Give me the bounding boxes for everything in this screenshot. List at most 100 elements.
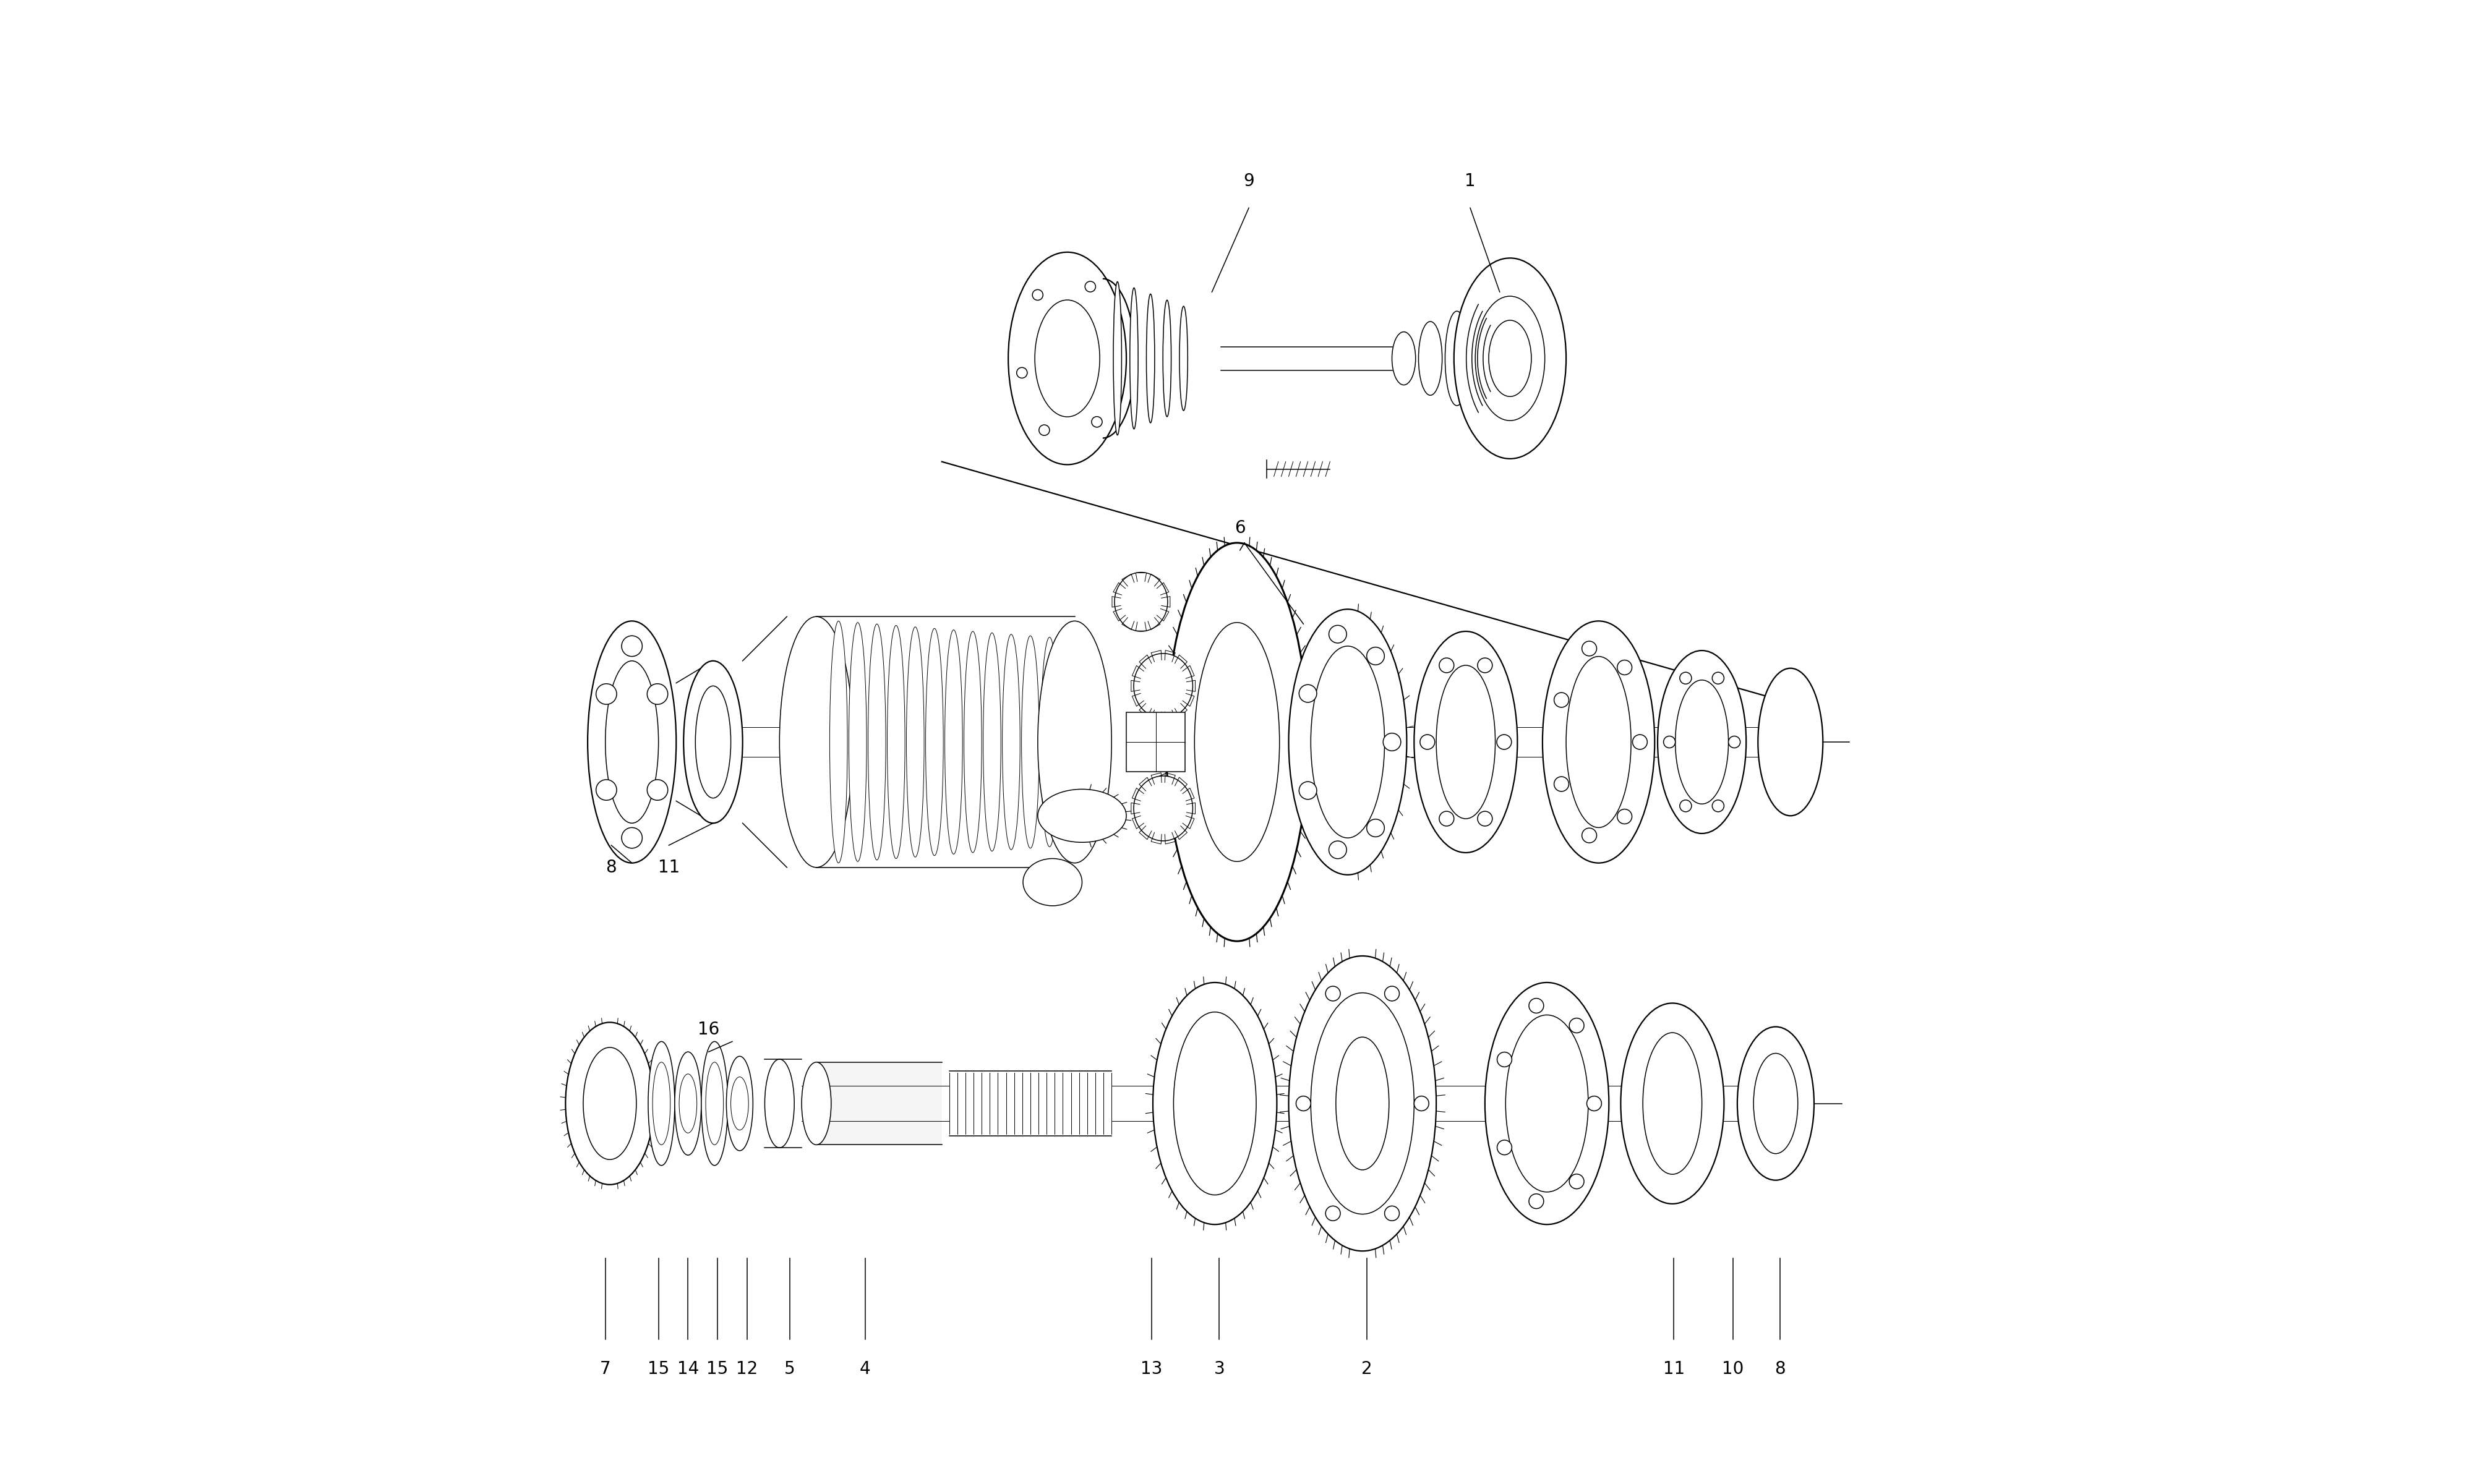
- Circle shape: [1554, 776, 1569, 791]
- Circle shape: [1581, 641, 1596, 656]
- Ellipse shape: [1079, 640, 1096, 844]
- Circle shape: [1554, 693, 1569, 708]
- Circle shape: [1086, 282, 1096, 292]
- Text: 14: 14: [678, 1361, 698, 1377]
- Ellipse shape: [675, 1052, 700, 1155]
- Ellipse shape: [1037, 789, 1126, 843]
- Circle shape: [1091, 417, 1103, 427]
- Text: 6: 6: [1235, 519, 1244, 537]
- Ellipse shape: [1022, 635, 1039, 849]
- Text: 11: 11: [1663, 1361, 1685, 1377]
- Ellipse shape: [1620, 1003, 1724, 1204]
- Ellipse shape: [1289, 610, 1408, 874]
- Circle shape: [1329, 625, 1346, 643]
- Circle shape: [1618, 660, 1633, 675]
- Circle shape: [1680, 800, 1692, 812]
- Ellipse shape: [1131, 288, 1138, 429]
- Ellipse shape: [925, 628, 943, 856]
- Text: 15: 15: [648, 1361, 670, 1377]
- Ellipse shape: [1658, 650, 1747, 834]
- Circle shape: [1729, 736, 1739, 748]
- Circle shape: [1385, 987, 1400, 1002]
- Circle shape: [621, 635, 643, 656]
- Circle shape: [596, 779, 616, 800]
- Ellipse shape: [1113, 282, 1121, 435]
- Text: 10: 10: [1722, 1361, 1744, 1377]
- Circle shape: [648, 779, 668, 800]
- Circle shape: [1663, 736, 1675, 748]
- Ellipse shape: [700, 1042, 727, 1165]
- Circle shape: [596, 684, 616, 705]
- Circle shape: [1633, 735, 1648, 749]
- Ellipse shape: [1133, 653, 1192, 718]
- Ellipse shape: [567, 1022, 653, 1184]
- Circle shape: [1017, 368, 1027, 378]
- Ellipse shape: [1042, 637, 1059, 847]
- Ellipse shape: [905, 626, 925, 858]
- Ellipse shape: [1163, 300, 1170, 417]
- Circle shape: [1039, 424, 1049, 435]
- Ellipse shape: [1024, 859, 1081, 905]
- Circle shape: [648, 684, 668, 705]
- Ellipse shape: [648, 1042, 675, 1165]
- Circle shape: [1529, 999, 1544, 1014]
- Text: 8: 8: [606, 859, 616, 876]
- Ellipse shape: [1037, 620, 1111, 864]
- Ellipse shape: [1393, 332, 1415, 384]
- Circle shape: [1529, 1193, 1544, 1208]
- Text: 3: 3: [1215, 1361, 1225, 1377]
- Circle shape: [1569, 1174, 1583, 1189]
- Ellipse shape: [1759, 668, 1823, 816]
- Ellipse shape: [965, 631, 982, 853]
- Circle shape: [1581, 828, 1596, 843]
- Circle shape: [1440, 657, 1455, 672]
- Ellipse shape: [888, 625, 905, 859]
- Text: 15: 15: [708, 1361, 727, 1377]
- Ellipse shape: [589, 620, 675, 864]
- Text: 7: 7: [599, 1361, 611, 1377]
- Circle shape: [1415, 1097, 1430, 1112]
- Circle shape: [1420, 735, 1435, 749]
- Circle shape: [1385, 1206, 1400, 1221]
- Circle shape: [1712, 672, 1724, 684]
- Circle shape: [621, 828, 643, 849]
- Ellipse shape: [1737, 1027, 1813, 1180]
- Text: 8: 8: [1774, 1361, 1786, 1377]
- Circle shape: [1618, 809, 1633, 824]
- Ellipse shape: [982, 632, 1002, 852]
- Ellipse shape: [1133, 776, 1192, 841]
- Ellipse shape: [1113, 573, 1168, 631]
- Circle shape: [1366, 819, 1385, 837]
- Bar: [1126, 712, 1185, 772]
- Ellipse shape: [1472, 301, 1494, 416]
- Circle shape: [1299, 782, 1316, 800]
- Ellipse shape: [1455, 258, 1566, 459]
- Ellipse shape: [1153, 982, 1277, 1224]
- Circle shape: [1329, 841, 1346, 859]
- Circle shape: [1712, 800, 1724, 812]
- Ellipse shape: [764, 1060, 794, 1147]
- Text: 4: 4: [858, 1361, 871, 1377]
- Ellipse shape: [1180, 306, 1188, 411]
- Circle shape: [1569, 1018, 1583, 1033]
- Ellipse shape: [727, 1057, 752, 1150]
- Text: 2: 2: [1361, 1361, 1373, 1377]
- Text: 9: 9: [1244, 172, 1254, 190]
- Text: 16: 16: [698, 1021, 720, 1039]
- Text: 13: 13: [1141, 1361, 1163, 1377]
- Ellipse shape: [1541, 620, 1655, 864]
- Bar: [816, 1063, 943, 1144]
- Ellipse shape: [1289, 956, 1437, 1251]
- Text: 11: 11: [658, 859, 680, 876]
- Text: 5: 5: [784, 1361, 794, 1377]
- Ellipse shape: [829, 620, 849, 864]
- Circle shape: [1326, 1206, 1341, 1221]
- Ellipse shape: [779, 616, 854, 868]
- Circle shape: [1497, 1052, 1512, 1067]
- Circle shape: [1586, 1097, 1601, 1112]
- Ellipse shape: [1145, 294, 1155, 423]
- Circle shape: [1497, 735, 1512, 749]
- Ellipse shape: [1445, 312, 1470, 405]
- Ellipse shape: [683, 660, 742, 824]
- Ellipse shape: [1059, 638, 1079, 846]
